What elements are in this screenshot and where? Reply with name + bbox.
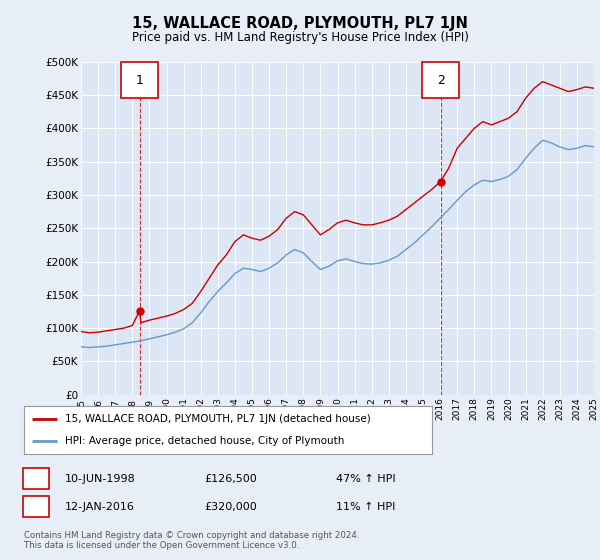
Text: HPI: Average price, detached house, City of Plymouth: HPI: Average price, detached house, City… <box>65 436 344 446</box>
Text: Price paid vs. HM Land Registry's House Price Index (HPI): Price paid vs. HM Land Registry's House … <box>131 31 469 44</box>
Text: 2: 2 <box>437 74 445 87</box>
Text: 11% ↑ HPI: 11% ↑ HPI <box>336 502 395 512</box>
Text: 1: 1 <box>32 472 40 486</box>
FancyBboxPatch shape <box>121 62 158 98</box>
Text: 47% ↑ HPI: 47% ↑ HPI <box>336 474 395 484</box>
Text: £126,500: £126,500 <box>204 474 257 484</box>
Text: 10-JUN-1998: 10-JUN-1998 <box>65 474 136 484</box>
FancyBboxPatch shape <box>422 62 459 98</box>
Text: 15, WALLACE ROAD, PLYMOUTH, PL7 1JN (detached house): 15, WALLACE ROAD, PLYMOUTH, PL7 1JN (det… <box>65 414 371 424</box>
Text: 2: 2 <box>32 500 40 514</box>
Text: Contains HM Land Registry data © Crown copyright and database right 2024.
This d: Contains HM Land Registry data © Crown c… <box>24 531 359 550</box>
Text: 1: 1 <box>136 74 144 87</box>
Text: 15, WALLACE ROAD, PLYMOUTH, PL7 1JN: 15, WALLACE ROAD, PLYMOUTH, PL7 1JN <box>132 16 468 31</box>
Text: £320,000: £320,000 <box>204 502 257 512</box>
Text: 12-JAN-2016: 12-JAN-2016 <box>65 502 134 512</box>
